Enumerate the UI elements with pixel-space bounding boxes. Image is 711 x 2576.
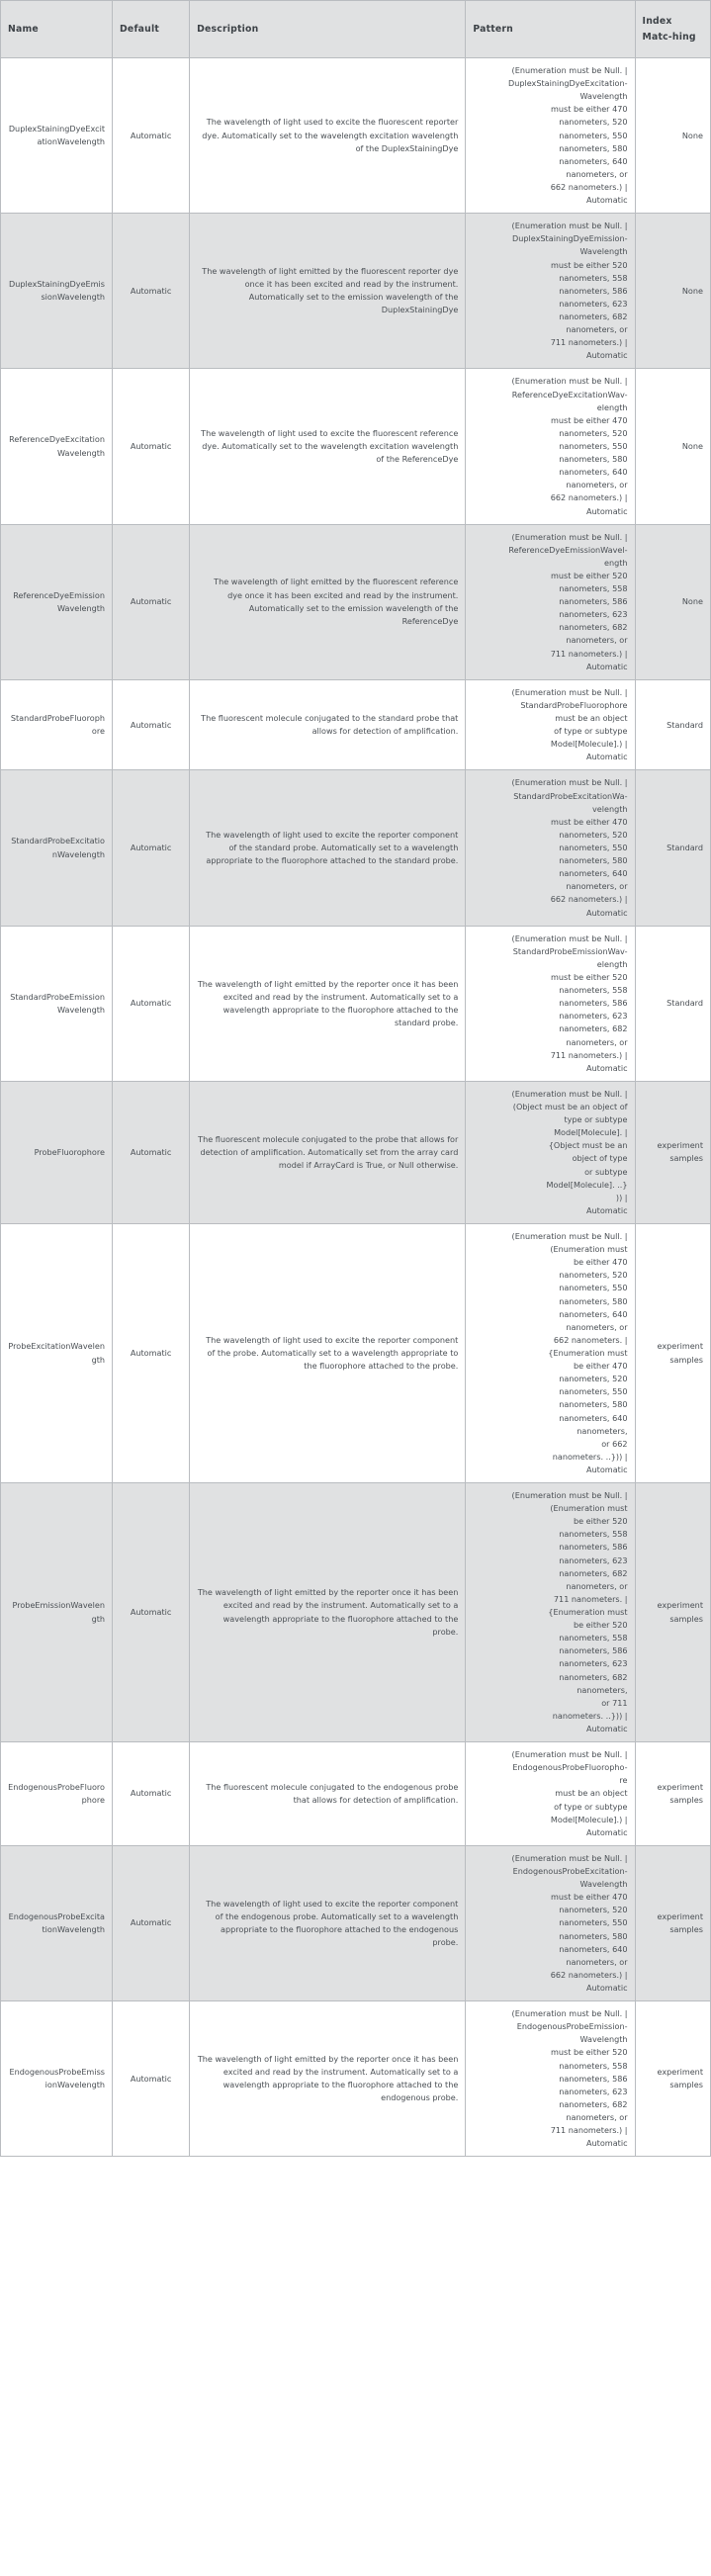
cell-pattern: (Enumeration must be Null. | EndogenousP…	[465, 2000, 636, 2158]
cell-default: Automatic	[112, 368, 191, 525]
table-header-row: Name Default Description Pattern Index M…	[0, 0, 711, 58]
cell-description: The wavelength of light emitted by the r…	[189, 1482, 467, 1743]
parameters-table: Name Default Description Pattern Index M…	[0, 0, 711, 2158]
cell-description: The wavelength of light used to excite t…	[189, 56, 467, 215]
cell-description: The wavelength of light used to excite t…	[189, 769, 467, 927]
cell-pattern: (Enumeration must be Null. | DuplexStain…	[465, 56, 636, 215]
cell-name: EndogenousProbeFluorophore	[0, 1741, 114, 1846]
column-header-default: Default	[112, 0, 191, 58]
cell-name: EndogenousProbeEmissionWavelength	[0, 2000, 114, 2158]
table-row: StandardProbeEmissionWavelength Automatic…	[0, 925, 711, 1082]
cell-pattern: (Enumeration must be Null. | DuplexStain…	[465, 213, 636, 370]
cell-index-matching: experiment samples	[634, 1080, 711, 1224]
cell-default: Automatic	[112, 1482, 191, 1743]
cell-description: The wavelength of light used to excite t…	[189, 368, 467, 525]
cell-pattern: (Enumeration must be Null. | EndogenousP…	[465, 1844, 636, 2002]
cell-pattern: (Enumeration must be Null. | (Enumeratio…	[465, 1222, 636, 1484]
table-row: ReferenceDyeExcitationWavelength Automati…	[0, 368, 711, 525]
cell-name: ReferenceDyeEmissionWavelength	[0, 523, 114, 680]
cell-index-matching: experiment samples	[634, 1844, 711, 2002]
cell-index-matching: None	[634, 213, 711, 370]
cell-default: Automatic	[112, 1222, 191, 1484]
cell-name: StandardProbeExcitationWavelength	[0, 769, 114, 927]
cell-description: The fluorescent molecule conjugated to t…	[189, 678, 467, 771]
table-row: EndogenousProbeEmissionWavelength Automat…	[0, 2000, 711, 2158]
table-row: ReferenceDyeEmissionWavelength Automatic T…	[0, 523, 711, 680]
cell-index-matching: Standard	[634, 678, 711, 771]
cell-index-matching: experiment samples	[634, 2000, 711, 2158]
cell-name: ProbeEmissionWavelength	[0, 1482, 114, 1743]
cell-default: Automatic	[112, 769, 191, 927]
cell-name: DuplexStainingDyeEmissionWavelength	[0, 213, 114, 370]
cell-index-matching: experiment samples	[634, 1222, 711, 1484]
cell-description: The fluorescent molecule conjugated to t…	[189, 1080, 467, 1224]
cell-default: Automatic	[112, 1844, 191, 2002]
cell-description: The wavelength of light used to excite t…	[189, 1222, 467, 1484]
table-header: Name Default Description Pattern Index M…	[0, 0, 711, 58]
cell-description: The wavelength of light emitted by the f…	[189, 213, 467, 370]
cell-name: EndogenousProbeExcitationWavelength	[0, 1844, 114, 2002]
column-header-description: Description	[189, 0, 467, 58]
cell-pattern: (Enumeration must be Null. | ReferenceDy…	[465, 368, 636, 525]
cell-description: The wavelength of light used to excite t…	[189, 1844, 467, 2002]
cell-index-matching: Standard	[634, 925, 711, 1082]
table-row: ProbeFluorophore Automatic The fluorescent…	[0, 1080, 711, 1224]
cell-default: Automatic	[112, 213, 191, 370]
table-row: ProbeEmissionWavelength Automatic The wave…	[0, 1482, 711, 1743]
column-header-name: Name	[0, 0, 114, 58]
cell-pattern: (Enumeration must be Null. | StandardPro…	[465, 769, 636, 927]
cell-name: ProbeFluorophore	[0, 1080, 114, 1224]
cell-pattern: (Enumeration must be Null. | (Enumeratio…	[465, 1482, 636, 1743]
cell-index-matching: None	[634, 56, 711, 215]
cell-default: Automatic	[112, 925, 191, 1082]
cell-index-matching: None	[634, 368, 711, 525]
table-row: StandardProbeExcitationWavelength Automat…	[0, 769, 711, 927]
cell-default: Automatic	[112, 1741, 191, 1846]
table-row: EndogenousProbeExcitationWavelength Autom…	[0, 1844, 711, 2002]
cell-pattern: (Enumeration must be Null. | StandardPro…	[465, 925, 636, 1082]
cell-default: Automatic	[112, 1080, 191, 1224]
cell-index-matching: None	[634, 523, 711, 680]
cell-description: The wavelength of light emitted by the r…	[189, 925, 467, 1082]
cell-name: StandardProbeEmissionWavelength	[0, 925, 114, 1082]
cell-pattern: (Enumeration must be Null. | EndogenousP…	[465, 1741, 636, 1846]
cell-description: The fluorescent molecule conjugated to t…	[189, 1741, 467, 1846]
column-header-index-matching: Index Matc-hing	[634, 0, 711, 58]
table-row: DuplexStainingDyeEmissionWavelength Autom…	[0, 213, 711, 370]
table-row: DuplexStainingDyeExcitationWavelength Aut…	[0, 56, 711, 215]
cell-default: Automatic	[112, 2000, 191, 2158]
cell-default: Automatic	[112, 678, 191, 771]
cell-default: Automatic	[112, 56, 191, 215]
cell-index-matching: experiment samples	[634, 1741, 711, 1846]
cell-pattern: (Enumeration must be Null. | (Object mus…	[465, 1080, 636, 1224]
table-body: DuplexStainingDyeExcitationWavelength Aut…	[0, 56, 711, 2158]
table-row: ProbeExcitationWavelength Automatic The wa…	[0, 1222, 711, 1484]
cell-pattern: (Enumeration must be Null. | ReferenceDy…	[465, 523, 636, 680]
table-row: EndogenousProbeFluorophore Automatic The f…	[0, 1741, 711, 1846]
cell-description: The wavelength of light emitted by the r…	[189, 2000, 467, 2158]
cell-index-matching: experiment samples	[634, 1482, 711, 1743]
cell-default: Automatic	[112, 523, 191, 680]
cell-pattern: (Enumeration must be Null. | StandardPro…	[465, 678, 636, 771]
cell-name: StandardProbeFluorophore	[0, 678, 114, 771]
cell-description: The wavelength of light emitted by the f…	[189, 523, 467, 680]
table-row: StandardProbeFluorophore Automatic The flu…	[0, 678, 711, 771]
column-header-pattern: Pattern	[465, 0, 636, 58]
cell-name: ProbeExcitationWavelength	[0, 1222, 114, 1484]
cell-name: ReferenceDyeExcitationWavelength	[0, 368, 114, 525]
cell-name: DuplexStainingDyeExcitationWavelength	[0, 56, 114, 215]
cell-index-matching: Standard	[634, 769, 711, 927]
